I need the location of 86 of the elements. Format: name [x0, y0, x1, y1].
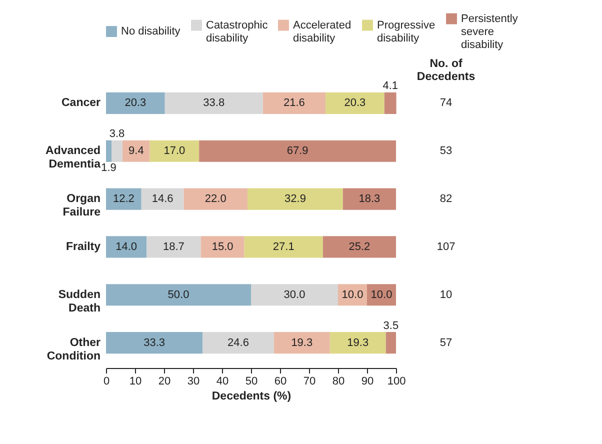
bar [274, 332, 330, 354]
x-tick-label: 50 [245, 376, 258, 388]
text: 82 [440, 193, 452, 206]
data-label: 14.6 [152, 193, 174, 206]
data-label: 19.3 [347, 336, 369, 349]
x-tick-label: 0 [103, 376, 110, 388]
legend-label: Catastrophic disability [206, 19, 268, 44]
data-label: 3.8 [109, 128, 125, 140]
x-tick-label: 70 [303, 376, 316, 388]
data-label: 18.7 [163, 240, 184, 253]
text: 10 [440, 288, 452, 301]
data-label: 10.0 [370, 288, 392, 301]
bar [106, 284, 251, 306]
bar [184, 188, 248, 210]
x-tick-label: 10 [129, 376, 142, 388]
x-tick-label: 80 [332, 376, 345, 388]
data-label: 24.6 [228, 336, 249, 349]
data-label: 18.3 [358, 193, 380, 206]
data-label: 32.9 [284, 193, 306, 206]
legend-label: Accelerated disability [293, 19, 352, 44]
data-label: 12.2 [112, 193, 134, 206]
data-label: 19.3 [291, 336, 313, 349]
bar [106, 236, 147, 258]
data-label: 3.5 [383, 320, 399, 332]
x-tick-label: 60 [274, 376, 287, 388]
data-label: 27.1 [272, 240, 294, 253]
legend-label: No disability [121, 26, 181, 38]
data-label: 14.0 [116, 240, 138, 253]
data-label: 9.4 [128, 145, 144, 158]
data-label: 20.3 [344, 97, 366, 110]
bar [150, 140, 200, 162]
data-label: 33.8 [203, 97, 225, 110]
data-label: 10.0 [342, 288, 364, 301]
legend-label: Progressive disability [377, 19, 436, 44]
data-label: 50.0 [168, 288, 190, 301]
bar [330, 332, 386, 354]
bar [244, 236, 323, 258]
data-label: 33.3 [144, 336, 165, 349]
bar [262, 92, 326, 114]
bar [112, 140, 123, 162]
data-label: 17.0 [164, 145, 186, 158]
bar [141, 188, 184, 210]
y-tick-label: Organ Failure [62, 193, 100, 219]
bar [386, 332, 396, 354]
x-axis-title: Decedents (%) [212, 390, 292, 402]
bar [322, 236, 396, 258]
bar [106, 332, 203, 354]
bar [164, 92, 263, 114]
bar [200, 236, 244, 258]
bar [106, 140, 112, 162]
legend-label: Persistently severe disability [461, 12, 518, 51]
x-tick-label: 30 [187, 376, 200, 388]
data-label: 25.2 [348, 240, 370, 253]
data-label: 22.0 [204, 193, 226, 206]
y-tick-label: Advanced Dementia [46, 145, 102, 171]
y-tick-label: Sudden Death [58, 288, 100, 314]
data-label: 21.6 [284, 97, 305, 110]
text: 74 [440, 97, 452, 110]
text: 53 [440, 145, 452, 158]
x-tick-label: 100 [387, 376, 406, 388]
bar [199, 140, 396, 162]
text: 57 [440, 336, 452, 349]
bar [342, 188, 396, 210]
data-label: 4.1 [382, 80, 398, 92]
bar [384, 92, 396, 114]
bar [248, 188, 343, 210]
y-tick-label: Frailty [66, 240, 102, 253]
bar [122, 140, 150, 162]
bar [251, 284, 338, 306]
data-label: 30.0 [284, 288, 306, 301]
x-tick-label: 40 [216, 376, 229, 388]
x-tick-label: 90 [361, 376, 374, 388]
bar [326, 92, 384, 114]
data-label: 67.9 [286, 145, 308, 158]
bar [146, 236, 201, 258]
data-label: 20.3 [124, 97, 146, 110]
data-label: 1.9 [101, 162, 116, 174]
x-tick-label: 20 [158, 376, 171, 388]
bar [202, 332, 274, 354]
data-label: 15.0 [212, 240, 234, 253]
text: 107 [436, 240, 456, 253]
y-tick-label: Other Condition [46, 336, 102, 362]
bar [106, 188, 142, 210]
bar [106, 92, 165, 114]
y-tick-label: Cancer [62, 97, 102, 110]
text: No. of Decedents [416, 58, 476, 83]
